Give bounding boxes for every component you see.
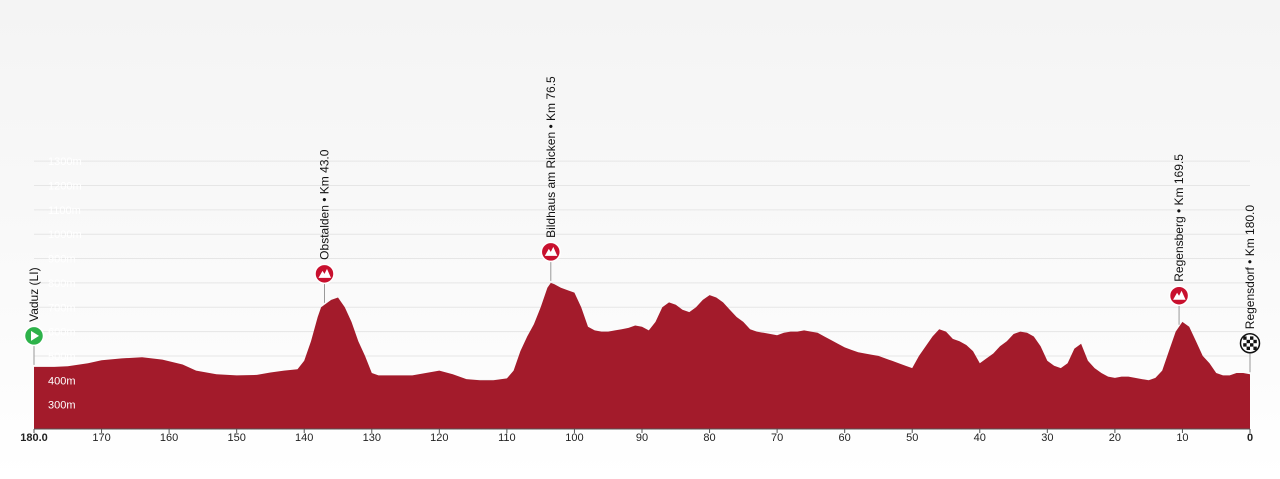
checker-square (1253, 339, 1257, 344)
x-tick-label: 110 (498, 432, 516, 444)
mountain-shape (544, 246, 558, 256)
x-tick-label: 60 (839, 432, 851, 444)
x-tick-label: 50 (906, 432, 918, 444)
checker-square (1253, 346, 1257, 351)
y-axis-labels: 300m 400m 500m 600m 700m 800m 900m 1000m 1100m 12… (48, 156, 82, 412)
waypoint-label: Regensberg • Km 169.5 (1172, 154, 1186, 282)
checker-square (1243, 343, 1247, 347)
y-tick-label: 700m (48, 302, 76, 314)
waypoint-label: Bildhaus am Ricken • Km 76.5 (544, 76, 558, 238)
waypoint-label: Obstalden • Km 43.0 (317, 149, 331, 260)
waypoint: Vaduz (LI) (23, 267, 45, 365)
x-tick-label: 120 (430, 432, 448, 444)
y-tick-label: 1300m (48, 156, 82, 168)
mountain-shape (318, 268, 331, 278)
y-tick-label: 300m (48, 400, 76, 412)
x-tick-label: 90 (636, 432, 648, 444)
y-tick-label: 1200m (48, 181, 82, 193)
waypoint: Bildhaus am Ricken • Km 76.5 (540, 76, 562, 281)
start-flag-icon (23, 325, 45, 347)
x-tick-label: 10 (1176, 432, 1188, 444)
y-tick-label: 400m (48, 375, 76, 387)
x-tick-label: 80 (703, 432, 715, 444)
play-triangle (31, 330, 39, 341)
x-tick-label: 20 (1109, 432, 1121, 444)
y-tick-label: 600m (48, 327, 76, 339)
y-tick-label: 500m (48, 351, 76, 363)
x-tick-label: 140 (295, 432, 313, 444)
x-tick-label: 100 (565, 432, 583, 444)
mountain-icon (1168, 285, 1190, 306)
elevation-area-path (34, 282, 1250, 429)
finish-flag-icon (1239, 332, 1261, 354)
checker-square (1246, 339, 1250, 344)
waypoint-label: Vaduz (LI) (27, 267, 41, 321)
y-tick-label: 1000m (48, 229, 82, 241)
x-axis-labels: 180.0 170 160 150 140 130 120 110 100 90 80 70 60 50 4… (20, 429, 1253, 444)
x-tick-label: 70 (771, 432, 783, 444)
mountain-icon (540, 241, 562, 263)
mountain-icon (314, 263, 335, 285)
waypoint: Obstalden • Km 43.0 (314, 149, 335, 303)
x-tick-label: 0 (1247, 432, 1253, 444)
checker-square (1246, 346, 1250, 351)
y-tick-label: 1100m (48, 205, 81, 217)
x-tick-label: 40 (974, 432, 986, 444)
x-tick-label: 170 (92, 432, 110, 444)
waypoint-markers: Vaduz (LI) Obstalden • Km 43.0 Bildhaus am… (23, 76, 1261, 373)
x-tick-label: 180.0 (20, 432, 48, 444)
mountain-shape (1173, 290, 1186, 300)
elevation-area (34, 282, 1250, 429)
x-tick-label: 160 (160, 432, 178, 444)
checker-square (1243, 336, 1247, 340)
waypoint: Regensdorf • Km 180.0 (1239, 205, 1261, 373)
x-tick-label: 150 (227, 432, 245, 444)
checker-square (1250, 336, 1254, 340)
waypoint-label: Regensdorf • Km 180.0 (1243, 205, 1257, 330)
y-tick-label: 800m (48, 278, 76, 290)
x-tick-label: 130 (363, 432, 381, 444)
waypoint: Regensberg • Km 169.5 (1168, 154, 1190, 325)
checker-square (1250, 343, 1254, 347)
y-tick-label: 900m (48, 254, 76, 266)
x-tick-label: 30 (1041, 432, 1053, 444)
